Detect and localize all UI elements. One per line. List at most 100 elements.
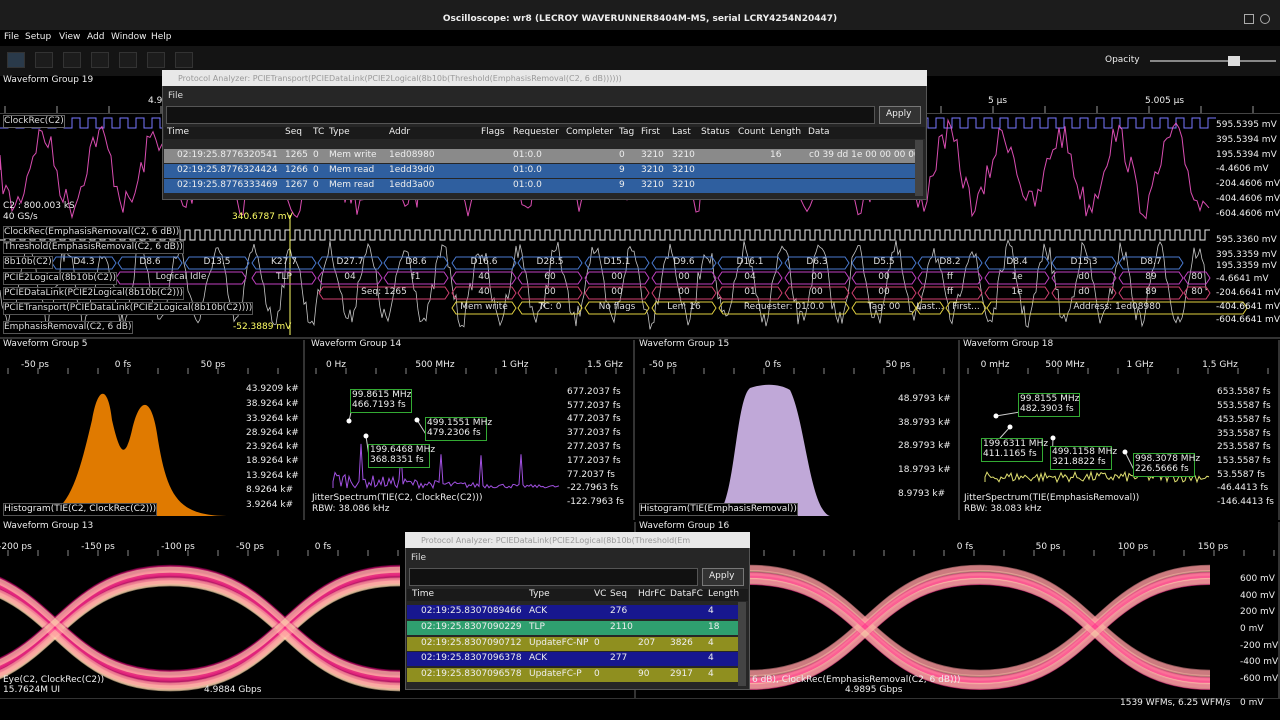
table-cell: 3210 bbox=[672, 180, 695, 190]
table-row[interactable] bbox=[407, 652, 738, 666]
y-axis-label: 400 mV bbox=[1240, 591, 1275, 601]
toolbar-button[interactable] bbox=[119, 52, 137, 68]
menu-item[interactable]: Add bbox=[87, 32, 105, 42]
axis-tick-label: -50 ps bbox=[649, 360, 677, 370]
transport-cell bbox=[986, 301, 1248, 315]
axis-tick-label: 0 fs bbox=[114, 360, 132, 370]
y-axis-label: 600 mV bbox=[1240, 574, 1275, 584]
datalink-cell bbox=[517, 286, 583, 300]
annotation bbox=[1133, 453, 1195, 477]
table-row[interactable] bbox=[407, 637, 738, 651]
table-row[interactable] bbox=[407, 605, 738, 619]
table-row[interactable] bbox=[164, 179, 915, 193]
datalink-cell bbox=[584, 286, 650, 300]
transport-label: Requester: 01:0.0 bbox=[743, 302, 825, 312]
y-axis-label: -46.4413 fs bbox=[1217, 483, 1269, 493]
minimize-button[interactable] bbox=[1244, 14, 1254, 24]
y-axis-label: 13.9264 k# bbox=[246, 471, 299, 481]
menu-item[interactable]: Setup bbox=[25, 32, 52, 42]
axis-tick-label: 1.5 GHz bbox=[1202, 360, 1238, 370]
logical-label: 04 bbox=[344, 272, 356, 282]
logical-cell bbox=[851, 271, 917, 285]
menu-item[interactable]: View bbox=[59, 32, 81, 42]
filter-input[interactable] bbox=[409, 568, 698, 586]
column-header: HdrFC bbox=[638, 589, 666, 599]
emphasis-trace bbox=[0, 239, 1209, 330]
analyzer-titlebar bbox=[405, 532, 750, 548]
apply-label[interactable]: Apply bbox=[886, 109, 912, 119]
axis-tick-label: -50 ps bbox=[21, 360, 49, 370]
toolbar-button[interactable] bbox=[175, 52, 193, 68]
menu-item[interactable]: Window bbox=[111, 32, 147, 42]
logical-cell bbox=[784, 271, 850, 285]
toolbar-button[interactable] bbox=[63, 52, 81, 68]
analyzer-menu[interactable]: File bbox=[168, 91, 184, 101]
cursor-value: -52.3889 mV bbox=[233, 322, 292, 332]
axis-tick-label: 0 fs bbox=[956, 542, 974, 552]
table-cell: 9 bbox=[619, 180, 625, 190]
filter-input[interactable] bbox=[166, 106, 875, 124]
analyzer-menu[interactable]: File bbox=[411, 553, 427, 563]
toolbar-button[interactable] bbox=[35, 52, 53, 68]
datalink-label: 1e bbox=[1011, 287, 1023, 297]
symbol-cell bbox=[184, 256, 250, 270]
table-row[interactable] bbox=[164, 149, 915, 163]
annotation-point bbox=[414, 417, 420, 423]
logical-cell bbox=[251, 271, 317, 285]
symbol-label: D8.4 bbox=[1006, 257, 1028, 267]
close-button[interactable] bbox=[1260, 14, 1270, 24]
annotation-point bbox=[993, 413, 999, 419]
group-title: Waveform Group 15 bbox=[639, 339, 730, 349]
datalink-cell bbox=[1183, 286, 1211, 300]
logical-cell bbox=[517, 271, 583, 285]
group-title: Waveform Group 16 bbox=[639, 521, 730, 531]
table-cell: 01:0.0 bbox=[513, 150, 542, 160]
apply-button[interactable] bbox=[702, 568, 744, 586]
y-axis-label: 477.2037 fs bbox=[567, 414, 621, 424]
symbol-cell bbox=[1118, 256, 1184, 270]
opacity-handle[interactable] bbox=[1228, 56, 1240, 66]
axis-tick-label: -150 ps bbox=[81, 542, 115, 552]
datalink-label: 80 bbox=[1191, 287, 1203, 297]
table-cell: 01:0.0 bbox=[513, 180, 542, 190]
logical-cell bbox=[451, 271, 517, 285]
axis-tick-label: 100 ps bbox=[1117, 542, 1149, 552]
y-axis-label: 77.2037 fs bbox=[567, 470, 615, 480]
annotation-text: 321.8822 fs bbox=[1052, 457, 1106, 467]
opacity-slider[interactable] bbox=[1150, 60, 1276, 62]
waveform-label: JitterSpectrum(TIE(EmphasisRemoval)) bbox=[964, 493, 1140, 503]
toolbar-button[interactable] bbox=[91, 52, 109, 68]
column-header: Last bbox=[672, 127, 691, 137]
table-row[interactable] bbox=[164, 164, 915, 178]
annotation-text: 482.3903 fs bbox=[1020, 404, 1074, 414]
column-header: VC bbox=[594, 589, 607, 599]
apply-button[interactable] bbox=[879, 106, 921, 124]
logical-label: Logical Idle bbox=[155, 272, 207, 282]
y-axis-label: 38.9264 k# bbox=[246, 399, 299, 409]
logical-cell bbox=[1051, 271, 1117, 285]
annotation bbox=[350, 389, 412, 413]
scrollbar bbox=[915, 140, 923, 196]
transport-cell bbox=[584, 301, 650, 315]
trace-label: PCIE2Logical(8b10b(C2)) bbox=[3, 272, 117, 285]
table-row[interactable] bbox=[407, 621, 738, 635]
y-axis-label: -200 mV bbox=[1240, 641, 1279, 651]
table-cell: 9 bbox=[619, 165, 625, 175]
opacity-label: Opacity bbox=[1105, 55, 1140, 65]
y-axis-label: 28.9264 k# bbox=[246, 428, 299, 438]
logical-label: ff bbox=[946, 272, 954, 282]
toolbar-button[interactable] bbox=[147, 52, 165, 68]
menu-item[interactable]: Help bbox=[151, 32, 172, 42]
table-cell: ACK bbox=[529, 606, 548, 616]
table-row[interactable] bbox=[407, 668, 738, 682]
toolbar-button[interactable] bbox=[7, 52, 25, 68]
y-axis-label: 577.2037 fs bbox=[567, 401, 621, 411]
axis-tick-label: -50 ps bbox=[236, 542, 264, 552]
menu-item[interactable]: File bbox=[4, 32, 20, 42]
bit-rate: 4.9895 Gbps bbox=[845, 685, 903, 695]
eye-trace bbox=[749, 565, 1211, 677]
apply-label[interactable]: Apply bbox=[709, 571, 735, 581]
column-header: Seq bbox=[610, 589, 627, 599]
annotation bbox=[1018, 393, 1080, 417]
axis-tick-label: 500 MHz bbox=[415, 360, 455, 370]
